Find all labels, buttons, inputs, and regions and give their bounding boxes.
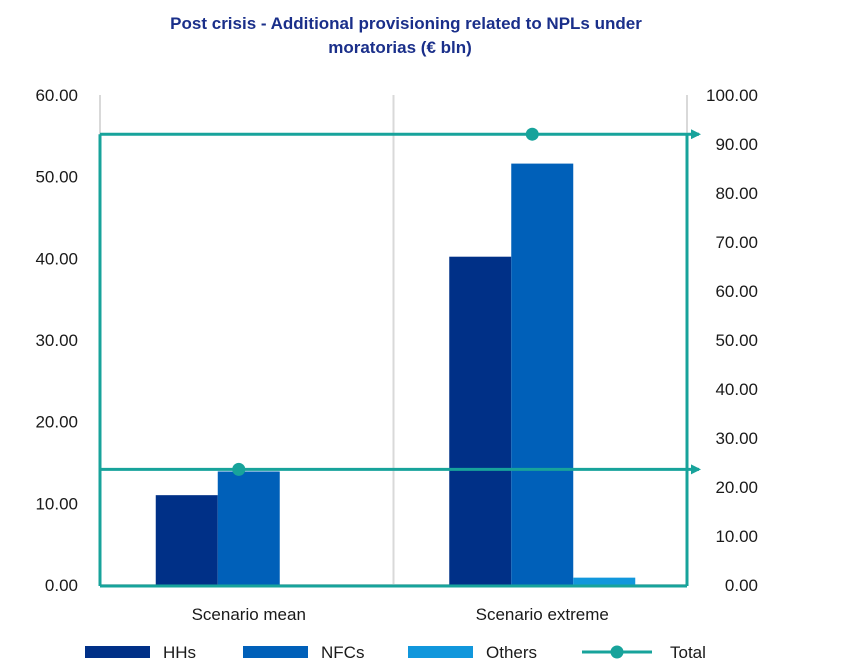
category-label-1: Scenario mean	[192, 605, 306, 624]
legend-label-hhs: HHs	[163, 643, 196, 662]
right-tick-label: 10.00	[715, 527, 758, 546]
legend-swatch-nfcs	[243, 646, 308, 658]
total-point-1	[232, 462, 246, 476]
right-tick-label: 50.00	[715, 331, 758, 350]
chart-title-line-1: Post crisis - Additional provisioning re…	[170, 14, 642, 33]
bar-hhs-2	[449, 256, 512, 585]
category-label-2: Scenario extreme	[476, 605, 609, 624]
legend-swatch-others	[408, 646, 473, 658]
right-tick-label: 30.00	[715, 429, 758, 448]
left-tick-label: 50.00	[35, 168, 78, 187]
left-tick-label: 60.00	[35, 86, 78, 105]
bar-nfcs-1	[217, 471, 280, 585]
left-tick-label: 30.00	[35, 331, 78, 350]
chart-title-line-2: moratorias (€ bln)	[328, 38, 472, 57]
legend-swatch-hhs	[85, 646, 150, 658]
legend-marker-total	[610, 645, 624, 659]
bar-nfcs-2	[511, 163, 574, 585]
right-tick-label: 100.00	[706, 86, 758, 105]
right-tick-label: 80.00	[715, 184, 758, 203]
left-tick-label: 20.00	[35, 413, 78, 432]
right-tick-label: 40.00	[715, 380, 758, 399]
left-axis-ticks: 0.00 10.00 20.00 30.00 40.00 50.00 60.00	[35, 86, 78, 595]
bars	[155, 163, 636, 585]
bar-others-2	[573, 577, 636, 585]
total-line	[98, 127, 701, 588]
legend-label-total: Total	[670, 643, 706, 662]
legend-label-nfcs: NFCs	[321, 643, 364, 662]
left-tick-label: 0.00	[45, 576, 78, 595]
total-point-2	[525, 127, 539, 141]
right-axis-ticks: 0.00 10.00 20.00 30.00 40.00 50.00 60.00 70.00 8…	[706, 86, 758, 595]
category-labels: Scenario mean Scenario extreme	[192, 605, 609, 624]
right-tick-label: 90.00	[715, 135, 758, 154]
right-tick-label: 70.00	[715, 233, 758, 252]
left-tick-label: 10.00	[35, 494, 78, 513]
left-tick-label: 40.00	[35, 249, 78, 268]
bar-hhs-1	[155, 495, 218, 585]
right-tick-label: 0.00	[725, 576, 758, 595]
right-tick-label: 20.00	[715, 478, 758, 497]
right-tick-label: 60.00	[715, 282, 758, 301]
legend: HHs NFCs Others Total	[85, 643, 706, 662]
legend-label-others: Others	[486, 643, 537, 662]
